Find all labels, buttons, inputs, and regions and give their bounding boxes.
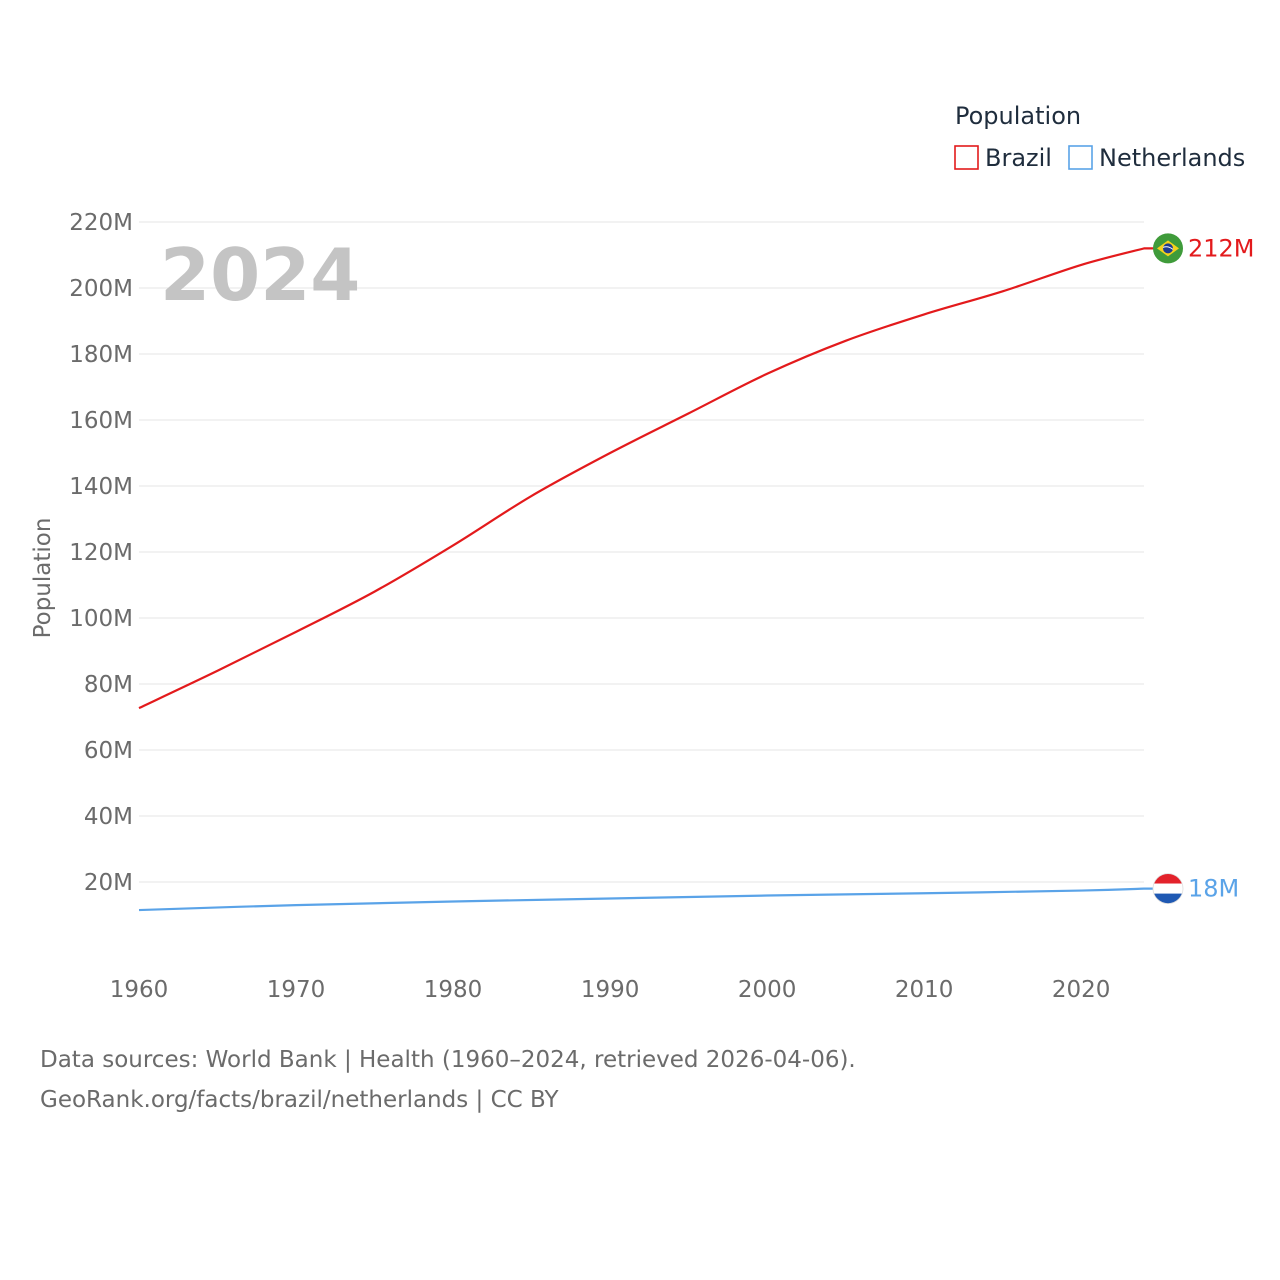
y-tick-label: 100M [69, 606, 133, 632]
source-line-data: Data sources: World Bank | Health (1960–… [40, 1047, 856, 1073]
series-lines [138, 247, 1154, 912]
legend-swatch-brazil[interactable] [954, 145, 979, 170]
source-note: Data sources: World Bank | Health (1960–… [40, 1040, 856, 1120]
source-line-site[interactable]: GeoRank.org/facts/brazil/netherlands | C… [40, 1087, 559, 1113]
netherlands-flag-icon [1152, 873, 1184, 904]
y-tick-label: 180M [69, 342, 133, 368]
x-tick-label: 2020 [1052, 977, 1111, 1003]
y-tick-label: 20M [84, 870, 133, 896]
x-tick-label: 2010 [895, 977, 954, 1003]
brazil-flag-icon [1153, 233, 1183, 264]
x-tick-label: 1960 [110, 977, 169, 1003]
y-tick-label: 160M [69, 408, 133, 434]
y-tick-label: 40M [84, 804, 133, 830]
y-tick-label: 140M [69, 474, 133, 500]
x-axis-ticks: 1960 1970 1980 1990 2000 2010 2020 [110, 977, 1111, 1003]
gridlines [139, 221, 1144, 883]
x-tick-label: 2000 [738, 977, 797, 1003]
line-chart: 20M 40M 60M 80M 100M 120M 140M 160M 180M 200M 220M… [30, 102, 1255, 1003]
y-tick-label: 60M [84, 738, 133, 764]
legend-label-netherlands[interactable]: Netherlands [1099, 144, 1245, 172]
x-tick-label: 1980 [424, 977, 483, 1003]
legend-item-netherlands[interactable]: Netherlands [1068, 144, 1245, 172]
x-tick-label: 1970 [267, 977, 326, 1003]
y-axis-label: Population [30, 518, 56, 639]
x-tick-label: 1990 [581, 977, 640, 1003]
netherlands-end-label: 18M [1188, 875, 1239, 903]
y-tick-label: 200M [69, 276, 133, 302]
legend-swatch-netherlands[interactable] [1068, 145, 1093, 170]
netherlands-line [138, 887, 1154, 912]
y-tick-label: 80M [84, 672, 133, 698]
legend-title: Population [955, 102, 1081, 130]
end-markers: 212M 18M [1152, 233, 1255, 904]
legend-item-brazil[interactable]: Brazil [954, 144, 1052, 172]
y-tick-label: 120M [69, 540, 133, 566]
legend-label-brazil[interactable]: Brazil [985, 144, 1052, 172]
brazil-end-label: 212M [1188, 234, 1255, 262]
y-axis-ticks: 20M 40M 60M 80M 100M 120M 140M 160M 180M 200M 220M [69, 210, 133, 896]
y-tick-label: 220M [69, 210, 133, 236]
year-label: 2024 [160, 233, 360, 317]
legend[interactable]: Population Brazil Netherlands [954, 102, 1245, 172]
brazil-line [138, 247, 1154, 710]
